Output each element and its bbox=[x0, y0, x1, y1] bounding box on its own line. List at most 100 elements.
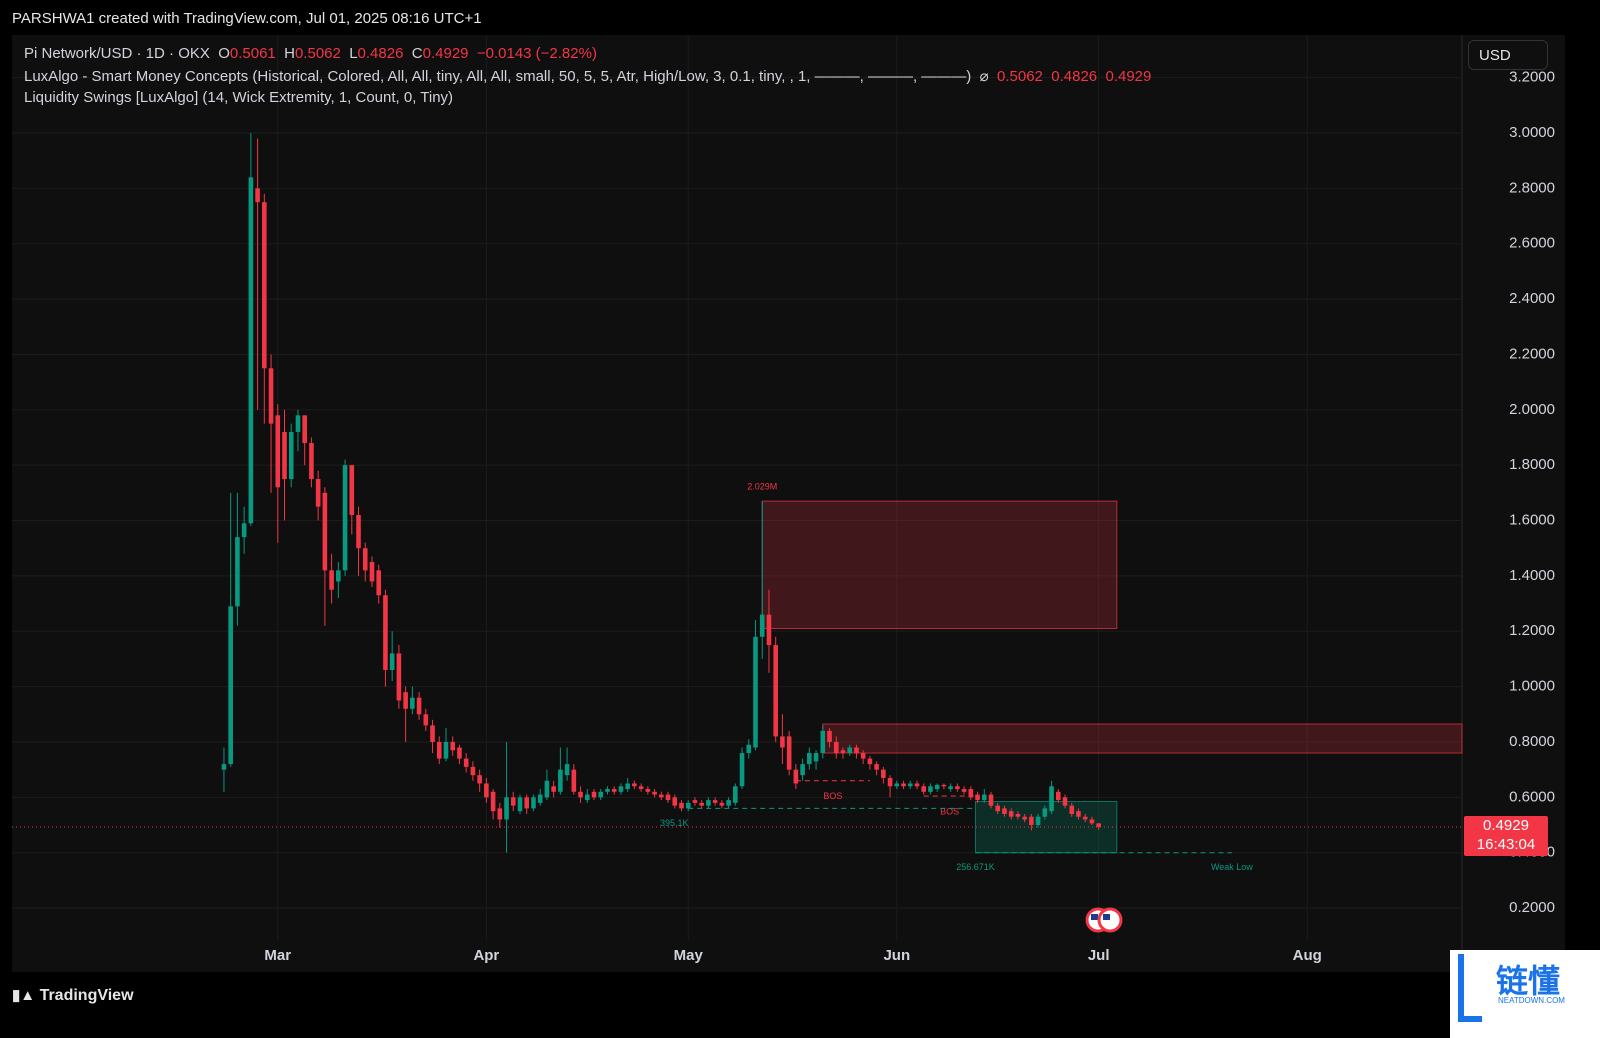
candle-body bbox=[1062, 797, 1068, 806]
y-tick-label: 3.2000 bbox=[1509, 69, 1555, 86]
candle-body bbox=[921, 786, 927, 792]
candle-body bbox=[847, 747, 853, 754]
symbol: Pi Network/USD · 1D · OKX bbox=[24, 45, 210, 62]
candle-body bbox=[955, 786, 960, 790]
candle-body bbox=[854, 747, 859, 754]
candle-body bbox=[490, 791, 496, 812]
zone-label: 2.029M bbox=[747, 482, 777, 492]
candle-body bbox=[531, 797, 536, 809]
candle-body bbox=[235, 537, 240, 607]
candle-body bbox=[981, 794, 987, 801]
candle-body bbox=[416, 697, 422, 715]
y-tick-label: 0.2000 bbox=[1509, 899, 1555, 916]
candle-body bbox=[618, 786, 624, 792]
y-tick-label: 1.0000 bbox=[1509, 678, 1555, 695]
currency-button[interactable]: USD bbox=[1468, 40, 1548, 70]
candle-body bbox=[517, 797, 523, 812]
candle-body bbox=[497, 808, 503, 820]
candle-body bbox=[362, 548, 368, 571]
watermark-sub: NEATDOWN.COM bbox=[1498, 996, 1565, 1005]
y-tick-label: 1.8000 bbox=[1509, 456, 1555, 473]
candle-body bbox=[376, 570, 382, 596]
level-label: Weak Low bbox=[1211, 862, 1253, 872]
candle-body bbox=[719, 802, 725, 806]
candle-body bbox=[672, 797, 678, 806]
candle-body bbox=[948, 786, 953, 790]
candle-body bbox=[726, 800, 731, 806]
candle-body bbox=[786, 736, 792, 770]
candle-body bbox=[537, 794, 543, 803]
candle-body bbox=[309, 443, 314, 480]
candle-body bbox=[510, 797, 516, 806]
candle-body bbox=[262, 202, 267, 369]
candle-body bbox=[524, 797, 530, 809]
candle-body bbox=[914, 783, 920, 787]
candle-body bbox=[241, 523, 247, 538]
ohlc-value: 0.5062 bbox=[294, 45, 341, 62]
indicator-name: LuxAlgo - Smart Money Concepts (Historic… bbox=[24, 68, 972, 85]
candle-body bbox=[894, 783, 900, 787]
candle-body bbox=[410, 697, 415, 709]
candle-body bbox=[645, 789, 651, 792]
candle-body bbox=[228, 606, 233, 765]
candle-body bbox=[928, 786, 933, 792]
candle-body bbox=[1029, 816, 1034, 826]
y-tick-label: 1.4000 bbox=[1509, 567, 1555, 584]
candle-body bbox=[941, 784, 947, 787]
candle-body bbox=[598, 791, 604, 798]
candle-body bbox=[961, 789, 967, 792]
candle-body bbox=[706, 800, 711, 806]
y-tick-label: 2.2000 bbox=[1509, 345, 1555, 362]
candle-body bbox=[699, 802, 704, 806]
candle-body bbox=[739, 753, 745, 787]
candle-body bbox=[807, 753, 812, 765]
candle-body bbox=[349, 465, 355, 515]
candle-body bbox=[659, 794, 664, 798]
level-label: 395.1K bbox=[660, 818, 689, 828]
candle-body bbox=[470, 766, 476, 776]
candle-body bbox=[443, 741, 449, 759]
candle-body bbox=[1049, 786, 1054, 812]
x-tick-label: Jun bbox=[883, 947, 910, 964]
zone bbox=[761, 500, 1118, 629]
candle-body bbox=[430, 725, 435, 742]
candle-body bbox=[275, 415, 281, 488]
change: −0.0143 (−2.82%) bbox=[476, 45, 597, 62]
candle-body bbox=[840, 750, 846, 754]
candle-body bbox=[632, 783, 637, 787]
legend: Pi Network/USD · 1D · OKX O0.5061 H0.506… bbox=[24, 45, 597, 62]
indicator[interactable]: Liquidity Swings [LuxAlgo] (14, Wick Ext… bbox=[24, 89, 454, 106]
candle-body bbox=[1082, 816, 1088, 820]
candle-body bbox=[584, 794, 590, 801]
ohlc-label: L bbox=[349, 45, 358, 62]
candle-body bbox=[773, 645, 778, 737]
candle-body bbox=[907, 783, 913, 787]
ohlc-value: 0.4826 bbox=[357, 45, 404, 62]
candle-body bbox=[733, 786, 738, 803]
watermark-text: 链懂 bbox=[1496, 963, 1561, 999]
level-label: BOS bbox=[823, 791, 842, 801]
candle-body bbox=[463, 758, 469, 767]
candle-body bbox=[665, 794, 671, 801]
ohlc-label: O bbox=[218, 45, 230, 62]
brand-name: TradingView bbox=[39, 987, 134, 1004]
ohlc-value: 0.5061 bbox=[229, 45, 276, 62]
candle-body bbox=[800, 764, 805, 776]
candle-body bbox=[1069, 805, 1075, 814]
indicator-value: 0.4826 bbox=[1051, 68, 1098, 85]
candle-body bbox=[692, 800, 698, 803]
watermark-logo bbox=[1458, 954, 1482, 1022]
candle-body bbox=[504, 797, 509, 820]
brand-logo: ▮▲ bbox=[12, 987, 36, 1004]
y-tick-label: 1.6000 bbox=[1509, 511, 1555, 528]
brand: ▮▲ TradingView bbox=[12, 986, 134, 1005]
candle-body bbox=[571, 769, 577, 792]
candle-body bbox=[652, 791, 657, 795]
candle-body bbox=[685, 802, 691, 809]
candle-body bbox=[1096, 823, 1101, 827]
candle-body bbox=[1055, 791, 1061, 801]
candle-body bbox=[793, 769, 799, 784]
indicator[interactable]: LuxAlgo - Smart Money Concepts (Historic… bbox=[24, 67, 1151, 85]
y-tick-label: 3.0000 bbox=[1509, 124, 1555, 141]
